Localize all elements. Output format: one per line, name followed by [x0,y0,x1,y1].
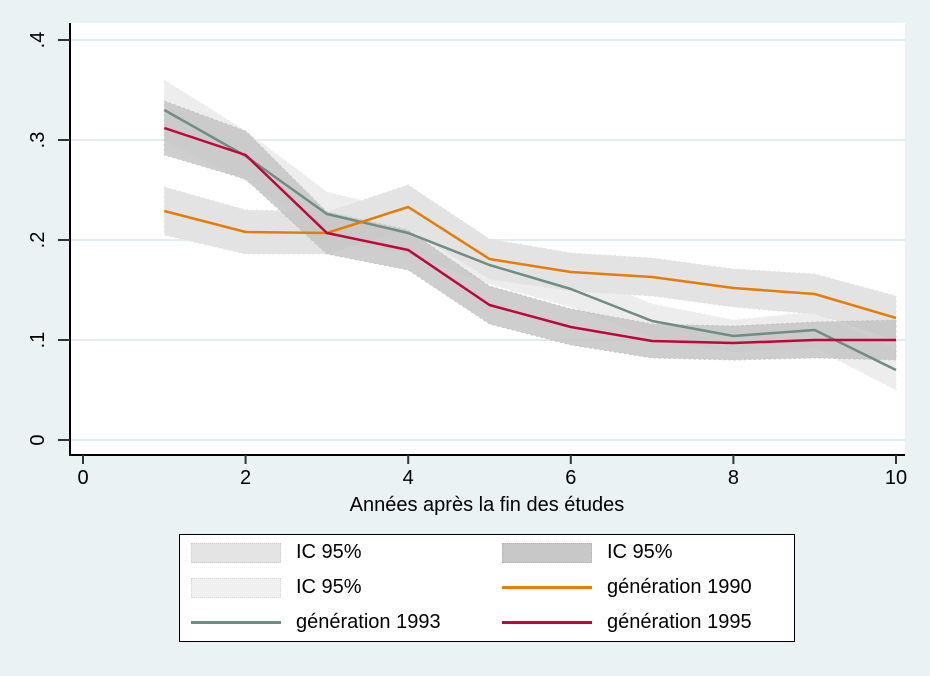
x-tick-label: 2 [240,467,251,489]
line-swatch-1993 [191,621,281,624]
legend-entry-generation-1995: génération 1995 [491,611,794,634]
x-tick-label: 10 [885,467,907,489]
x-tick-label: 6 [565,467,576,489]
x-tick-label: 0 [77,467,88,489]
legend-label: IC 95% [607,541,673,563]
y-tick-label: .1 [27,332,49,349]
legend-entry-generation-1990: génération 1990 [491,576,794,599]
ci-band-swatch-light [191,542,281,563]
series-line-1993 [163,108,897,372]
series-line-1990 [163,205,897,320]
line-swatch-1990 [502,586,592,589]
ci-band-swatch-dark [502,542,592,563]
legend-label: IC 95% [296,576,362,598]
legend-label: génération 1995 [607,611,752,633]
legend-entry-ci-2: IC 95% [491,541,794,564]
line-swatch-1995 [502,621,592,624]
legend-entry-generation-1993: génération 1993 [180,611,491,634]
legend-label: IC 95% [296,541,362,563]
y-tick-label: .3 [27,132,49,149]
legend-entry-ci-3: IC 95% [180,576,491,599]
legend-label: génération 1990 [607,576,752,598]
ci-band-swatch-lighter [191,577,281,598]
x-tick-label: 8 [728,467,739,489]
legend: IC 95% IC 95% IC 95% génération 1990 gén… [179,534,795,642]
x-axis-title: Années après la fin des études [350,494,625,516]
plot-layer: 0 .1 .2 .3 .4 0 2 4 6 8 10 [27,23,907,489]
y-tick-label: .2 [27,232,49,249]
y-tick-label: 0 [27,434,49,445]
legend-label: génération 1993 [296,611,441,633]
legend-entry-ci-1: IC 95% [180,541,491,564]
y-tick-label: .4 [27,32,49,49]
x-tick-label: 4 [403,467,414,489]
series-line-1995 [163,126,896,345]
